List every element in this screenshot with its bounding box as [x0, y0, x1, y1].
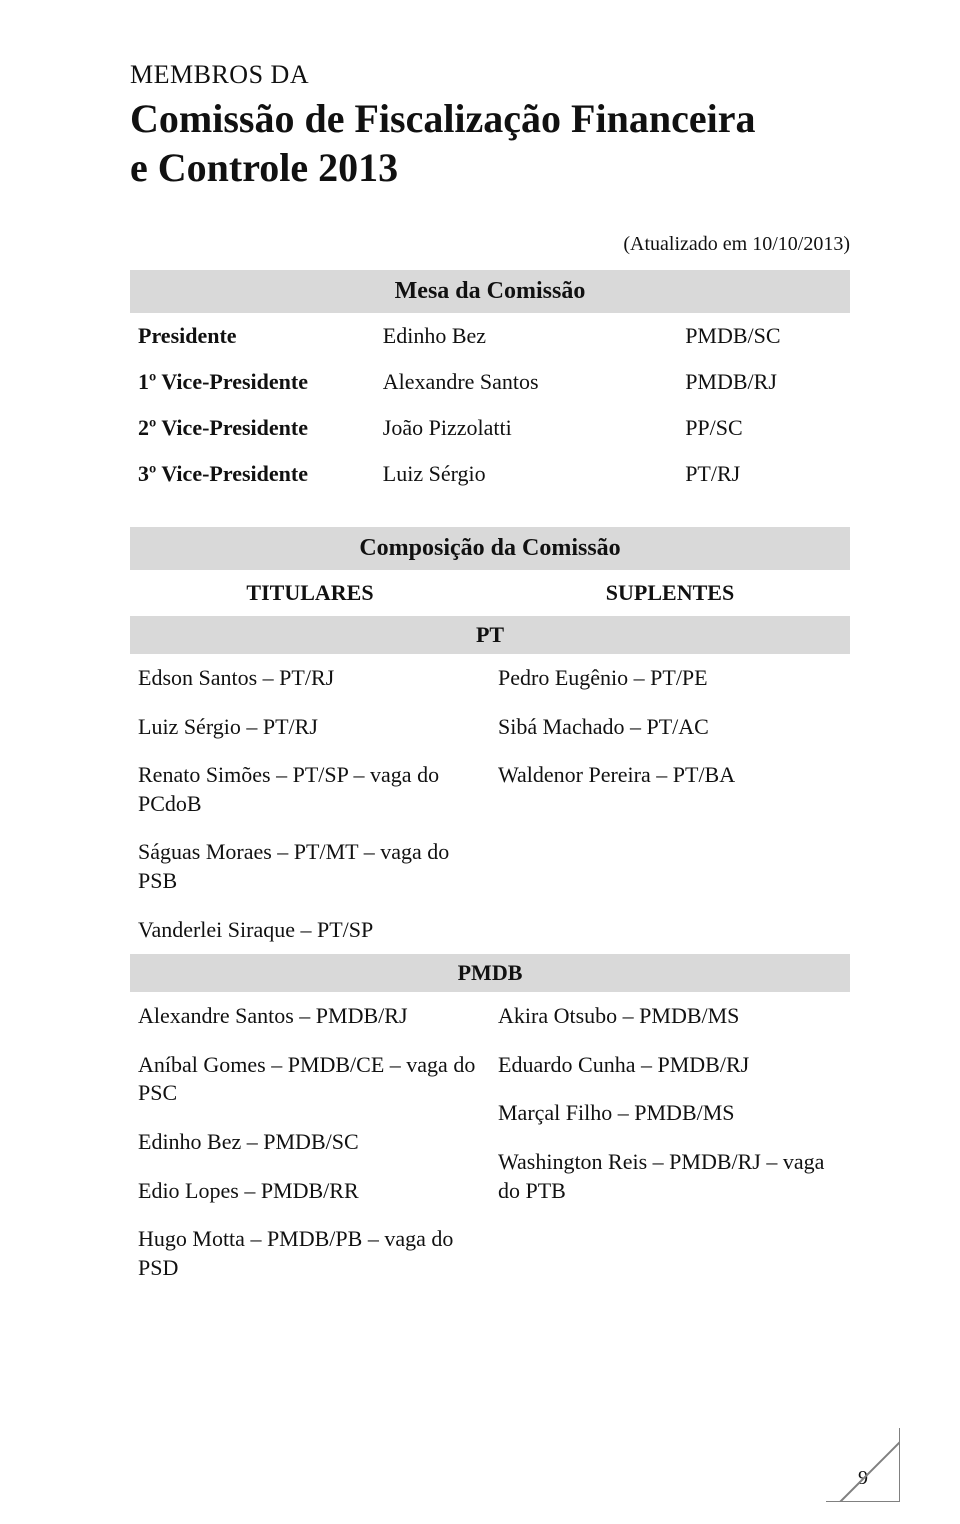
table-row: 3º Vice-Presidente Luiz Sérgio PT/RJ — [130, 451, 850, 497]
mesa-party: PT/RJ — [677, 451, 850, 497]
titulares-col: Alexandre Santos – PMDB/RJ Aníbal Gomes … — [130, 992, 490, 1292]
mesa-party: PMDB/RJ — [677, 359, 850, 405]
header-title-line2: e Controle 2013 — [130, 144, 850, 191]
members-block-pmdb: Alexandre Santos – PMDB/RJ Aníbal Gomes … — [130, 992, 850, 1292]
header-overline: MEMBROS DA — [130, 60, 850, 90]
suplentes-col: Akira Otsubo – PMDB/MS Eduardo Cunha – P… — [490, 992, 850, 1292]
suplentes-col: Pedro Eugênio – PT/PE Sibá Machado – PT/… — [490, 654, 850, 954]
member-cell: Edinho Bez – PMDB/SC — [130, 1118, 490, 1167]
titulares-col: Edson Santos – PT/RJ Luiz Sérgio – PT/RJ… — [130, 654, 490, 954]
member-cell: Pedro Eugênio – PT/PE — [490, 654, 850, 703]
composition-subheader: TITULARES SUPLENTES — [130, 570, 850, 616]
mesa-table: Presidente Edinho Bez PMDB/SC 1º Vice-Pr… — [130, 313, 850, 497]
document-page: MEMBROS DA Comissão de Fiscalização Fina… — [0, 0, 960, 1524]
mesa-party: PP/SC — [677, 405, 850, 451]
table-row: 1º Vice-Presidente Alexandre Santos PMDB… — [130, 359, 850, 405]
member-cell: Eduardo Cunha – PMDB/RJ — [490, 1041, 850, 1090]
member-cell: Edson Santos – PT/RJ — [130, 654, 490, 703]
member-cell: Vanderlei Siraque – PT/SP — [130, 906, 490, 955]
mesa-role: 1º Vice-Presidente — [130, 359, 375, 405]
member-cell: Edio Lopes – PMDB/RR — [130, 1167, 490, 1216]
mesa-name: Edinho Bez — [375, 313, 677, 359]
page-corner-icon — [826, 1428, 900, 1502]
mesa-name: João Pizzolatti — [375, 405, 677, 451]
member-cell: Luiz Sérgio – PT/RJ — [130, 703, 490, 752]
mesa-name: Alexandre Santos — [375, 359, 677, 405]
mesa-name: Luiz Sérgio — [375, 451, 677, 497]
member-cell: Hugo Motta – PMDB/PB – vaga do PSD — [130, 1215, 490, 1292]
header-title-line1: Comissão de Fiscalização Financeira — [130, 96, 850, 142]
mesa-heading: Mesa da Comissão — [130, 270, 850, 313]
table-row: Presidente Edinho Bez PMDB/SC — [130, 313, 850, 359]
members-block-pt: Edson Santos – PT/RJ Luiz Sérgio – PT/RJ… — [130, 654, 850, 954]
party-heading: PT — [130, 616, 850, 654]
party-heading: PMDB — [130, 954, 850, 992]
mesa-role: 3º Vice-Presidente — [130, 451, 375, 497]
composition-heading: Composição da Comissão — [130, 527, 850, 570]
member-cell: Waldenor Pereira – PT/BA — [490, 751, 850, 800]
member-cell: Washington Reis – PMDB/RJ – vaga do PTB — [490, 1138, 850, 1215]
member-cell: Marçal Filho – PMDB/MS — [490, 1089, 850, 1138]
member-cell: Akira Otsubo – PMDB/MS — [490, 992, 850, 1041]
titulares-label: TITULARES — [130, 570, 490, 616]
mesa-role: 2º Vice-Presidente — [130, 405, 375, 451]
member-cell: Aníbal Gomes – PMDB/CE – vaga do PSC — [130, 1041, 490, 1118]
member-cell: Ságuas Moraes – PT/MT – vaga do PSB — [130, 828, 490, 905]
member-cell: Sibá Machado – PT/AC — [490, 703, 850, 752]
mesa-role: Presidente — [130, 313, 375, 359]
member-cell: Renato Simões – PT/SP – vaga do PCdoB — [130, 751, 490, 828]
mesa-party: PMDB/SC — [677, 313, 850, 359]
suplentes-label: SUPLENTES — [490, 570, 850, 616]
table-row: 2º Vice-Presidente João Pizzolatti PP/SC — [130, 405, 850, 451]
updated-date: (Atualizado em 10/10/2013) — [130, 233, 850, 256]
member-cell: Alexandre Santos – PMDB/RJ — [130, 992, 490, 1041]
